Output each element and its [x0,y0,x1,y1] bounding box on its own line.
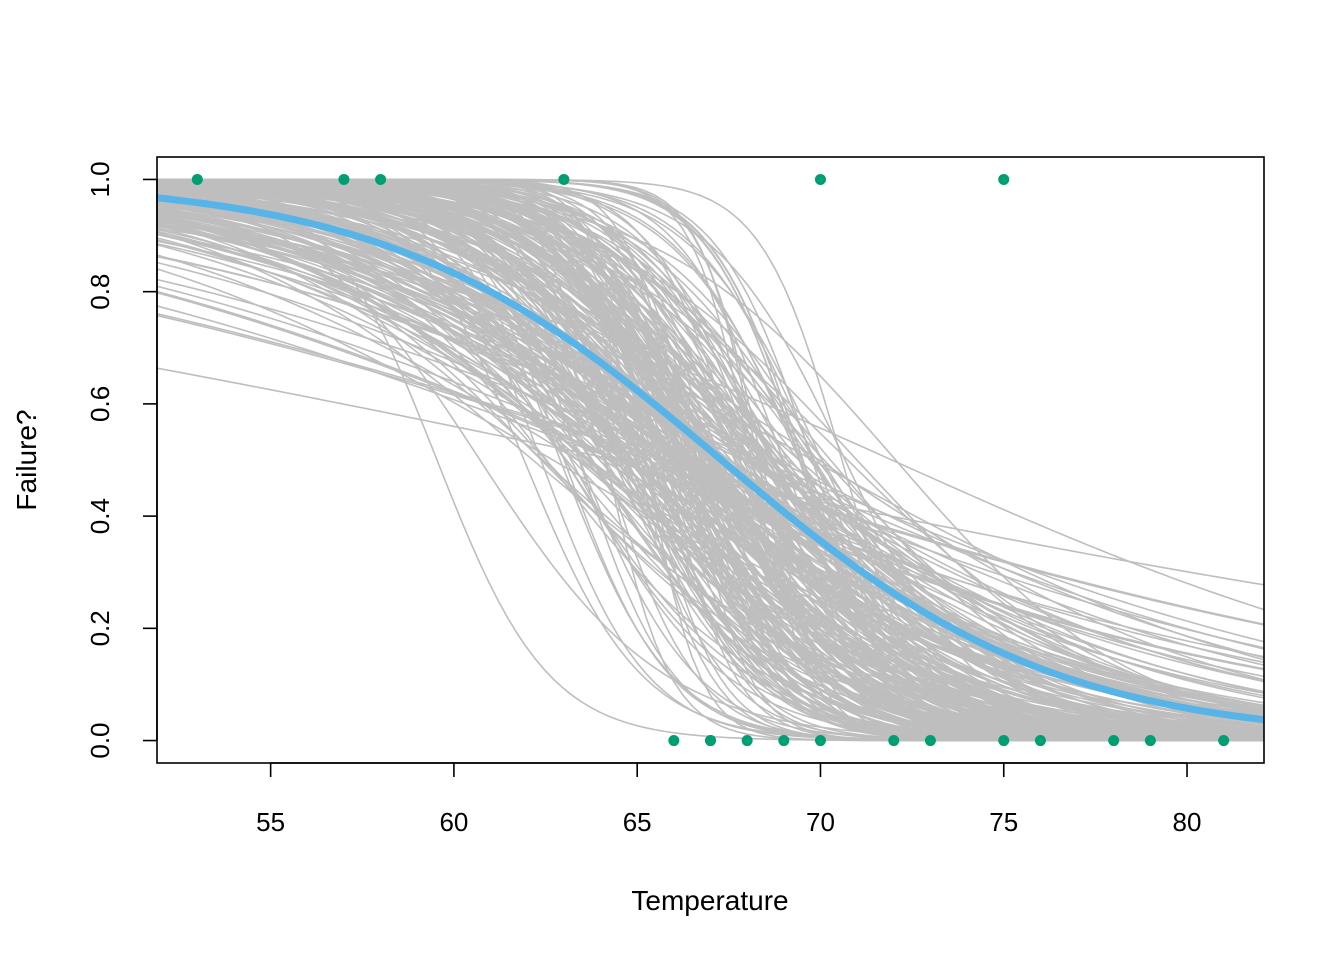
observation-point [924,735,936,747]
posterior-curve [157,181,1264,735]
observation-point [888,735,900,747]
posterior-curve [157,181,1264,731]
observation-point [741,735,753,747]
x-tick-label: 65 [623,807,652,837]
observation-point [1144,735,1156,747]
y-tick-label: 0.8 [85,274,115,310]
y-axis: 0.0 0.2 0.4 0.6 0.8 1.0 [85,161,158,759]
observation-point [338,173,350,185]
posterior-curve [157,278,1264,649]
posterior-curve [157,210,1264,723]
y-tick-label: 0.6 [85,386,115,422]
posterior-curve [157,189,1264,737]
x-axis: 55 60 65 70 75 80 [256,762,1202,837]
x-tick-label: 75 [989,807,1018,837]
observation-point [998,173,1010,185]
posterior-curve [157,190,1264,741]
posterior-curve [157,179,1264,741]
observation-point [814,173,826,185]
mean-curve [157,194,1264,724]
x-tick-label: 55 [256,807,285,837]
posterior-curve [157,314,1264,626]
posterior-curve [157,193,1264,712]
observation-point [998,735,1010,747]
observation-point [668,735,680,747]
posterior-curve [157,240,1264,666]
observation-point [1034,735,1046,747]
observation-point [778,735,790,747]
observation-point [814,735,826,747]
posterior-curve [157,290,1264,670]
posterior-curve [157,194,1264,737]
observation-point [558,173,570,185]
mean-curve-group [157,194,1264,724]
posterior-curve [157,179,1264,741]
x-tick-label: 60 [439,807,468,837]
observation-point [705,735,716,747]
y-tick-label: 0.2 [85,610,115,646]
posterior-curve [157,233,1264,704]
x-tick-label: 80 [1173,807,1202,837]
observation-points [191,173,1230,747]
y-axis-title: Failure? [11,409,42,510]
observation-point [375,173,387,185]
y-tick-label: 1.0 [85,161,115,197]
x-tick-label: 70 [806,807,835,837]
posterior-curve [157,218,1264,683]
observation-point [191,173,203,185]
observation-point [1108,735,1120,747]
y-tick-label: 0.0 [85,722,115,758]
posterior-curve [157,187,1264,734]
observation-point [1218,735,1230,747]
posterior-curves [157,178,1264,742]
y-tick-label: 0.4 [85,498,115,534]
x-axis-title: Temperature [631,885,788,916]
